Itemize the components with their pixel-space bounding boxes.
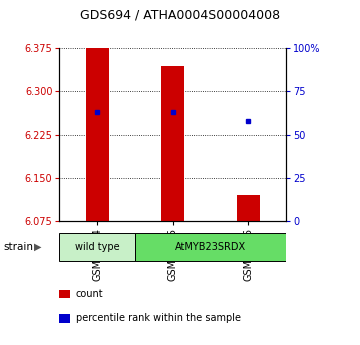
Text: ▶: ▶ [34,242,41,252]
Text: AtMYB23SRDX: AtMYB23SRDX [175,242,246,252]
Bar [86,48,109,221]
Bar [237,195,260,221]
Text: percentile rank within the sample: percentile rank within the sample [76,313,240,323]
Text: GDS694 / ATHA0004S00004008: GDS694 / ATHA0004S00004008 [80,9,280,22]
Bar [135,233,286,261]
Bar [162,66,184,221]
Text: count: count [76,289,103,299]
Bar [59,233,135,261]
Text: wild type: wild type [75,242,120,252]
Text: strain: strain [4,242,33,252]
